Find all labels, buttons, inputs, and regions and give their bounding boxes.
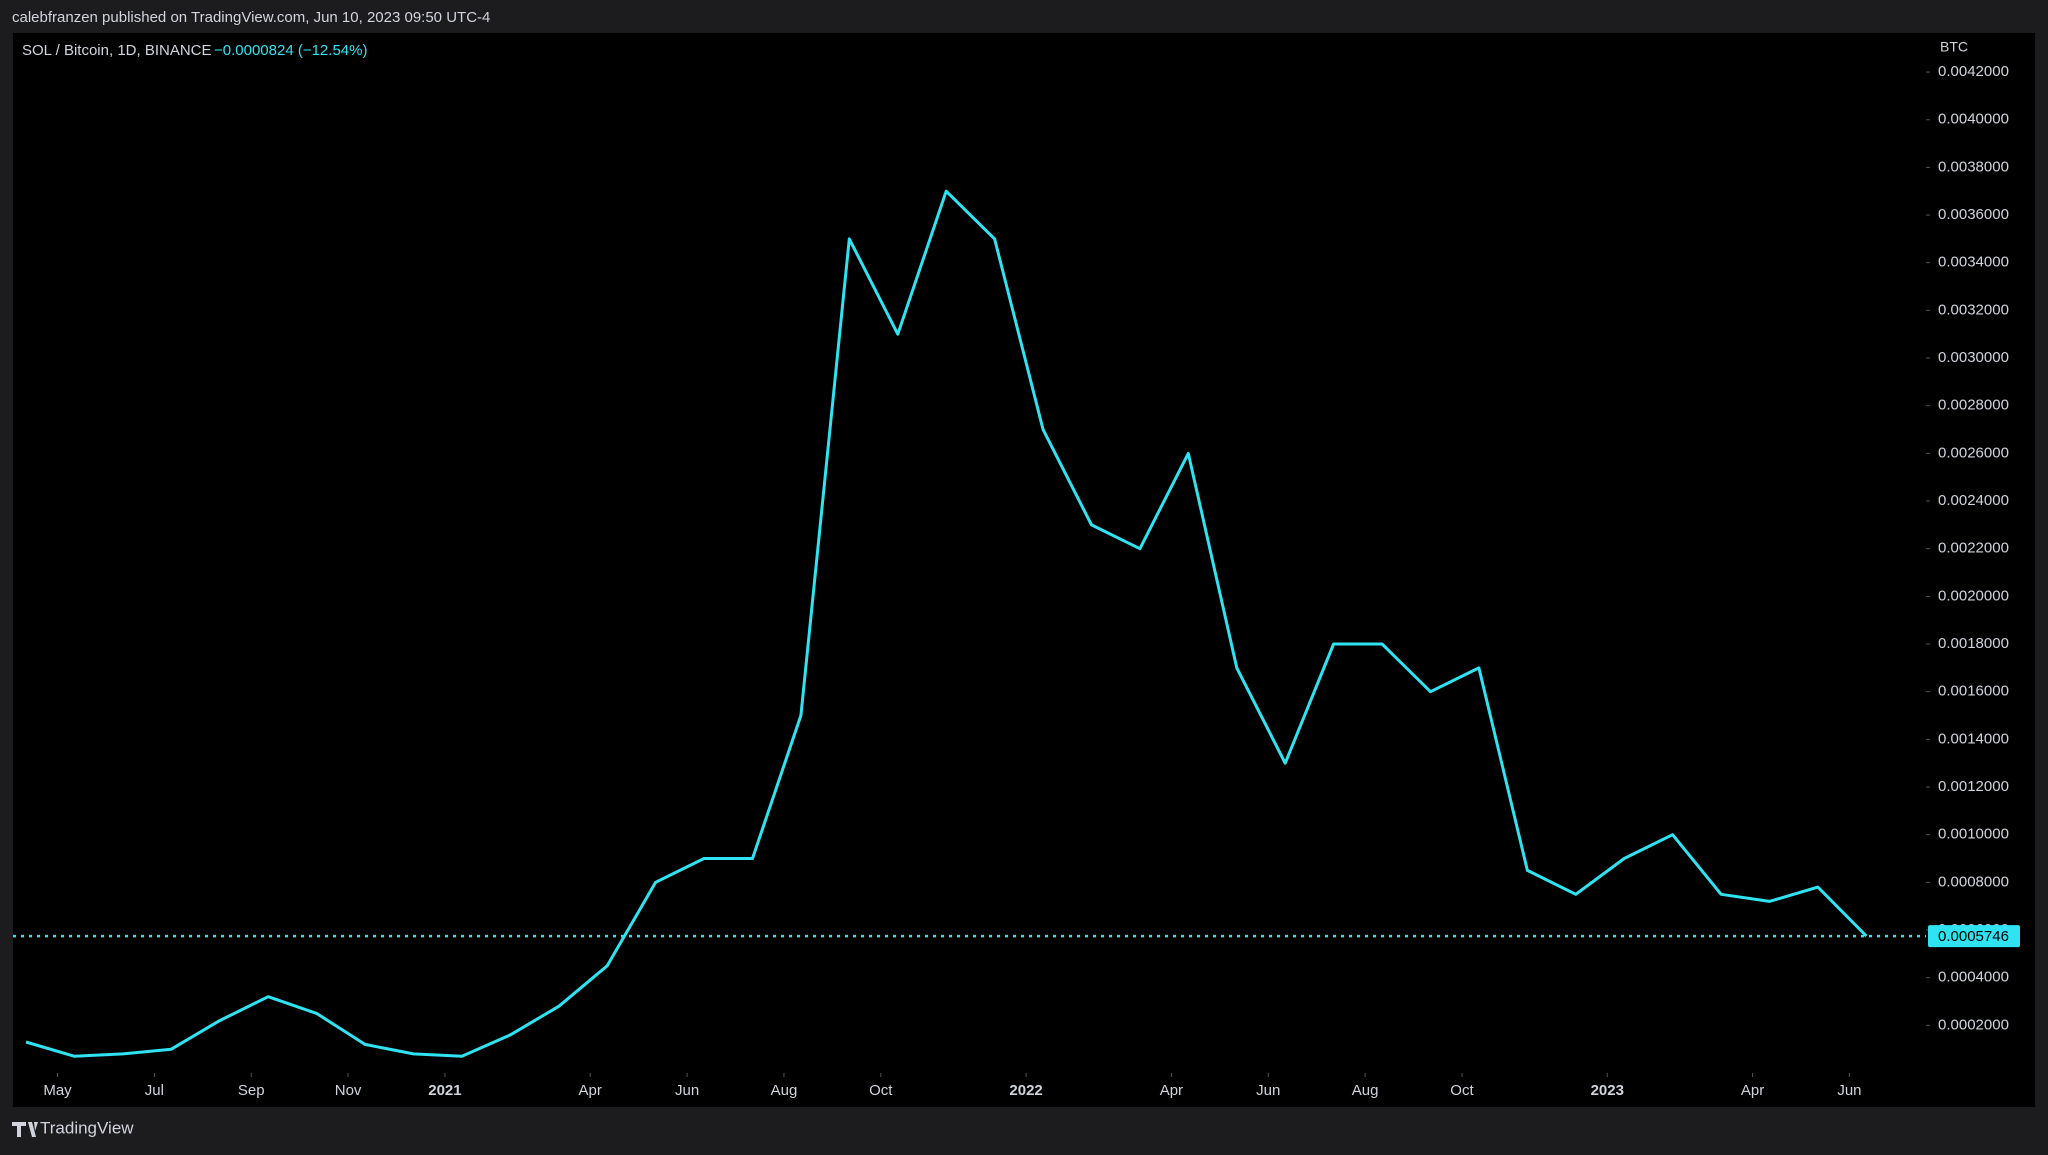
price-line — [25, 189, 1868, 1058]
x-tick-label: May — [43, 1082, 72, 1099]
x-tick-label: 2022 — [1009, 1082, 1042, 1099]
y-tick-label: 0.0032000 — [1938, 301, 2009, 318]
x-tick-label: Apr — [1160, 1082, 1183, 1099]
y-tick-label: 0.0028000 — [1938, 397, 2009, 414]
x-tick-label: Apr — [579, 1082, 602, 1099]
y-tick-label: 0.0036000 — [1938, 206, 2009, 223]
last-price-box — [1928, 925, 2020, 948]
y-tick-label: 0.0010000 — [1938, 826, 2009, 843]
x-tick-label: Sep — [238, 1082, 265, 1099]
y-tick-label: 0.0042000 — [1938, 63, 2009, 80]
y-tick-label: 0.0004000 — [1938, 969, 2009, 986]
y-tick-label: 0.0034000 — [1938, 254, 2009, 271]
x-tick-label: Jun — [1256, 1082, 1280, 1099]
y-tick-label: 0.0038000 — [1938, 158, 2009, 175]
y-tick-label: 0.0002000 — [1938, 1016, 2009, 1033]
x-tick-label: Oct — [869, 1082, 893, 1099]
y-tick-label: 0.0026000 — [1938, 444, 2009, 461]
chart-title: SOL / Bitcoin, 1D, BINANCE — [22, 42, 212, 59]
x-tick-label: 2021 — [428, 1082, 461, 1099]
plot-background — [13, 33, 2035, 1107]
x-tick-label: Jun — [1837, 1082, 1861, 1099]
y-tick-label: 0.0024000 — [1938, 492, 2009, 509]
header: calebfranzen published on TradingView.co… — [12, 9, 490, 26]
y-tick-label: 0.0012000 — [1938, 778, 2009, 795]
x-tick-label: Nov — [335, 1082, 362, 1099]
x-tick-label: Apr — [1741, 1082, 1764, 1099]
x-tick-label: Jun — [675, 1082, 699, 1099]
x-tick-label: Aug — [1352, 1082, 1379, 1099]
x-tick-label: Jul — [145, 1082, 164, 1099]
x-tick-label: Aug — [771, 1082, 798, 1099]
x-tick-label: 2023 — [1591, 1082, 1624, 1099]
y-tick-label: 0.0020000 — [1938, 587, 2009, 604]
y-tick-label: 0.0022000 — [1938, 540, 2009, 557]
last-price-label: 0.0005746 — [1938, 928, 2009, 945]
y-tick-label: 0.0008000 — [1938, 873, 2009, 890]
y-tick-label: 0.0014000 — [1938, 730, 2009, 747]
change: −0.0000824 (−12.54%) — [214, 42, 367, 59]
y-tick-label: 0.0018000 — [1938, 635, 2009, 652]
logo — [12, 1122, 38, 1137]
y-tick-label: 0.0040000 — [1938, 111, 2009, 128]
y-tick-label: 0.0016000 — [1938, 683, 2009, 700]
y-unit: BTC — [1940, 39, 1968, 55]
footer: TradingView — [40, 1118, 134, 1137]
y-tick-label: 0.0030000 — [1938, 349, 2009, 366]
x-tick-label: Oct — [1450, 1082, 1474, 1099]
